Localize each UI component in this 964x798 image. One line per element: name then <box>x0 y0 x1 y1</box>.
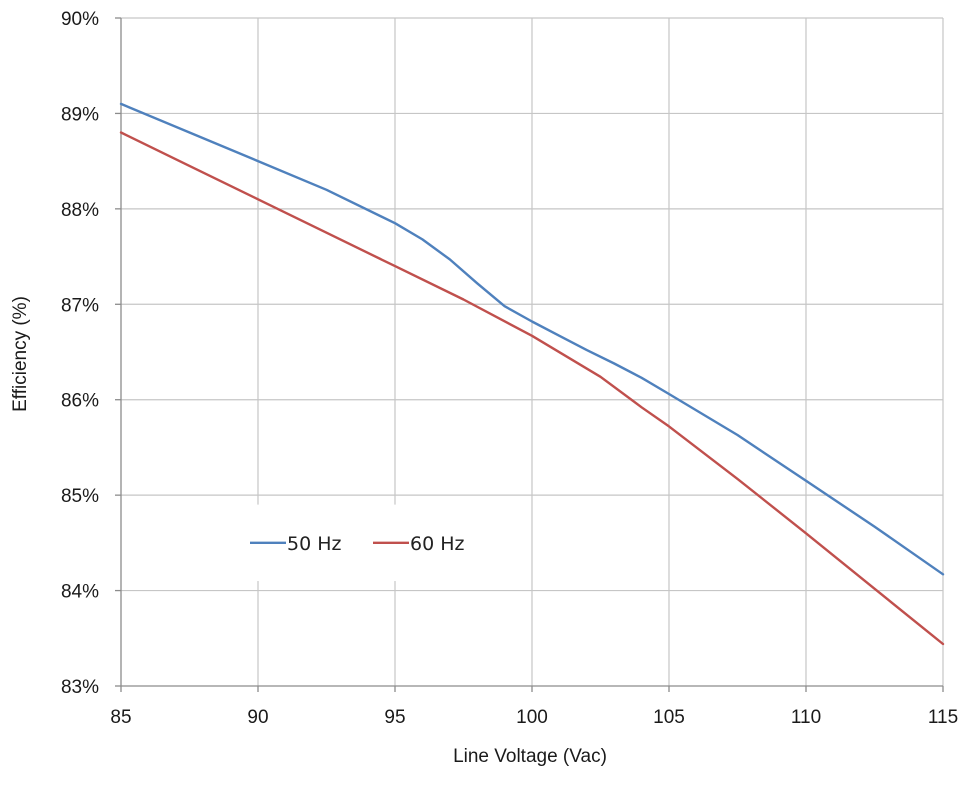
y-tick-label: 90% <box>61 9 99 30</box>
y-tick-label: 85% <box>61 486 99 507</box>
y-tick-label: 86% <box>61 391 99 412</box>
x-tick-label: 100 <box>516 707 548 728</box>
axes <box>115 17 944 692</box>
tick-labels: 83% 84% 85% 86% 87% 88% 89% 90% 85 90 95 100 105 110 1… <box>61 9 958 728</box>
grid <box>121 17 944 686</box>
legend-label: 60 Hz <box>410 533 465 555</box>
x-tick-label: 110 <box>791 707 821 728</box>
series-line-50-hz <box>119 102 945 576</box>
y-tick-label: 89% <box>61 104 99 125</box>
series-lines <box>119 102 945 646</box>
x-tick-label: 115 <box>928 707 958 728</box>
x-tick-label: 95 <box>384 707 405 728</box>
legend: 50 Hz 60 Hz <box>250 533 465 555</box>
y-tick-label: 87% <box>61 295 99 316</box>
x-axis-title: Line Voltage (Vac) <box>453 746 607 767</box>
y-tick-label: 84% <box>61 582 99 603</box>
y-axis-title: Efficiency (%) <box>10 296 31 412</box>
x-tick-label: 105 <box>653 707 685 728</box>
y-tick-label: 83% <box>61 677 99 698</box>
y-tick-label: 88% <box>61 200 99 221</box>
x-tick-label: 85 <box>110 707 131 728</box>
series-line-60-hz <box>119 131 945 646</box>
legend-label: 50 Hz <box>287 533 342 555</box>
x-tick-label: 90 <box>247 707 268 728</box>
